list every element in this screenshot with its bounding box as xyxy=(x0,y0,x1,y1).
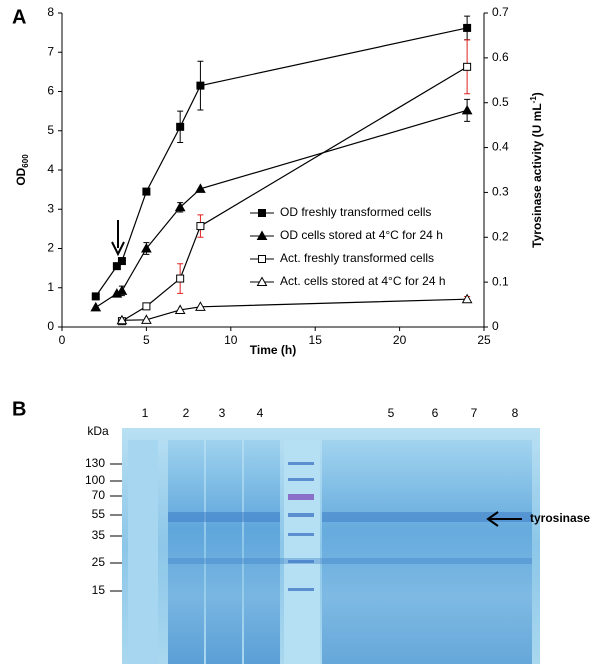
x-tick-label: 15 xyxy=(309,333,323,347)
gel-lane xyxy=(168,440,204,664)
marker xyxy=(463,62,472,71)
y2-tick-label: 0.2 xyxy=(492,229,509,243)
y-tick-label: 3 xyxy=(47,201,54,215)
x-tick-label: 5 xyxy=(143,333,150,347)
marker xyxy=(258,209,266,217)
marker-label: 55 xyxy=(92,507,106,521)
lane-label: 7 xyxy=(471,406,478,420)
marker xyxy=(142,187,151,196)
legend-label: Act. cells stored at 4°C for 24 h xyxy=(280,274,446,288)
y2-axis-label-part: Tyrosinase activity (U mL xyxy=(530,103,544,248)
marker xyxy=(142,302,151,311)
marker xyxy=(176,274,185,283)
marker xyxy=(90,301,102,312)
y2-tick-label: 0.6 xyxy=(492,50,509,64)
y2-tick-label: 0.1 xyxy=(492,274,509,288)
annotation-arrow-head xyxy=(111,241,125,257)
marker xyxy=(176,122,185,131)
y2-axis-label: Tyrosinase activity (U mL-1) xyxy=(529,92,544,248)
marker-label: 130 xyxy=(85,456,105,470)
legend-label: OD freshly transformed cells xyxy=(280,205,431,219)
marker xyxy=(195,183,206,193)
x-axis-label: Time (h) xyxy=(250,343,296,357)
x-tick-label: 0 xyxy=(59,333,66,347)
y2-tick-label: 0 xyxy=(492,319,499,333)
marker xyxy=(195,301,206,311)
marker-label: 35 xyxy=(92,528,106,542)
marker-label: 100 xyxy=(85,473,105,487)
marker xyxy=(116,314,128,325)
x-tick-label: 10 xyxy=(224,333,238,347)
marker xyxy=(461,104,473,115)
lane-label: 5 xyxy=(388,406,395,420)
y-axis-label-sub: 600 xyxy=(21,154,30,168)
chart: 0 5 10 15 20 2501234567800.10.20.30.40.50.60.… xyxy=(14,5,544,357)
legend-label: OD cells stored at 4°C for 24 h xyxy=(280,228,443,242)
x-tick-label: 20 xyxy=(393,333,407,347)
series-line xyxy=(121,298,468,321)
marker xyxy=(258,255,266,263)
marker xyxy=(461,293,473,304)
panel-label: B xyxy=(12,398,26,420)
marker xyxy=(174,201,186,212)
marker xyxy=(141,242,152,253)
lane-label: 4 xyxy=(257,406,264,420)
y-axis-label-main: OD xyxy=(14,167,28,185)
y2-axis-label-part: -1 xyxy=(529,96,538,104)
legend-label: Act. freshly transformed cells xyxy=(280,251,434,265)
gel-image xyxy=(122,428,540,664)
marker xyxy=(256,230,268,240)
marker xyxy=(256,276,268,286)
y-tick-label: 7 xyxy=(47,44,54,58)
gel-lane xyxy=(244,440,280,664)
marker xyxy=(196,222,205,231)
gel-lanes xyxy=(322,440,532,664)
marker xyxy=(141,314,152,324)
lane-label: 1 xyxy=(142,406,149,420)
marker xyxy=(117,257,126,266)
band-arrow-head xyxy=(486,511,499,527)
lane-label: 8 xyxy=(512,406,519,420)
marker xyxy=(196,81,205,90)
gel-lane xyxy=(206,440,242,664)
y-tick-label: 0 xyxy=(47,319,54,333)
lane-label: 2 xyxy=(183,406,190,420)
y-tick-label: 4 xyxy=(47,162,54,176)
lane-label: 3 xyxy=(219,406,226,420)
marker xyxy=(112,262,121,271)
y2-tick-label: 0.7 xyxy=(492,5,509,19)
marker-label: 25 xyxy=(92,555,106,569)
y-tick-label: 6 xyxy=(47,84,54,98)
marker xyxy=(116,285,128,295)
band-label: tyrosinase xyxy=(530,511,590,525)
marker-label: 70 xyxy=(92,488,106,502)
gel-lane xyxy=(128,440,158,664)
panel-label: A xyxy=(12,6,26,28)
marker xyxy=(174,304,186,314)
y2-tick-label: 0.5 xyxy=(492,95,509,109)
marker-label: 15 xyxy=(92,583,106,597)
y2-axis-label-part: ) xyxy=(530,92,544,96)
y-tick-label: 5 xyxy=(47,123,54,137)
marker xyxy=(91,292,100,301)
y-tick-label: 2 xyxy=(47,241,54,255)
marker xyxy=(463,23,472,32)
gel-ladder-lane xyxy=(284,440,320,664)
gel-unit: kDa xyxy=(87,424,109,438)
y2-tick-label: 0.3 xyxy=(492,185,509,199)
x-tick-label: 25 xyxy=(477,333,491,347)
protein-bands xyxy=(168,512,532,564)
y-tick-label: 1 xyxy=(47,280,54,294)
y-axis-label: OD600 xyxy=(14,154,30,186)
ladder-bands xyxy=(288,462,314,591)
y2-tick-label: 0.4 xyxy=(492,140,509,154)
lane-label: 6 xyxy=(432,406,439,420)
y-tick-label: 8 xyxy=(47,5,54,19)
